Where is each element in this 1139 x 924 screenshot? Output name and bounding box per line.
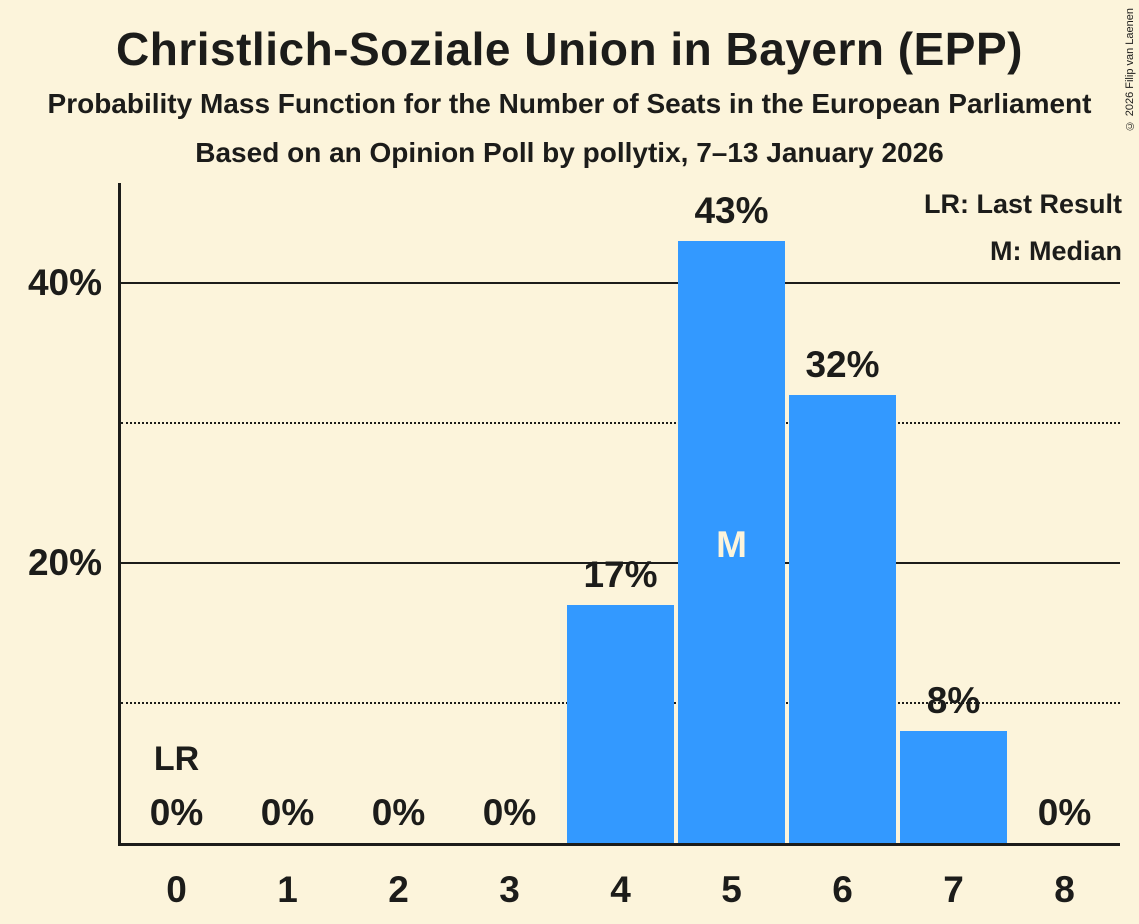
bar-seats-4 — [567, 605, 674, 843]
bar-value-label-8: 0% — [1037, 792, 1092, 833]
bar-seats-6 — [789, 395, 896, 843]
bar-value-label-6: 32% — [805, 344, 880, 385]
median-marker: M — [716, 524, 747, 565]
x-tick-label-0: 0 — [166, 869, 187, 910]
chart-poll-note: Based on an Opinion Poll by pollytix, 7–… — [195, 137, 944, 168]
bar-value-label-1: 0% — [260, 792, 315, 833]
x-tick-label-6: 6 — [832, 869, 853, 910]
y-tick-label-20pct: 20% — [27, 542, 102, 583]
bar-value-label-0: 0% — [149, 792, 204, 833]
bar-value-label-2: 0% — [371, 792, 426, 833]
x-tick-label-7: 7 — [943, 869, 964, 910]
y-tick-label-40pct: 40% — [27, 262, 102, 303]
bar-seats-7 — [900, 731, 1007, 843]
bar-value-label-4: 17% — [583, 554, 658, 595]
x-tick-label-4: 4 — [610, 869, 631, 910]
bar-value-label-3: 0% — [482, 792, 537, 833]
legend-median: M: Median — [990, 236, 1122, 266]
x-tick-label-2: 2 — [388, 869, 409, 910]
bar-seats-5 — [678, 241, 785, 843]
last-result-marker: LR — [153, 740, 200, 778]
bar-value-label-7: 8% — [926, 680, 981, 721]
chart-subtitle: Probability Mass Function for the Number… — [47, 88, 1092, 119]
plot-area: 0% 0% 0% 0% 17% 43% 32% 8% 0% LR M — [118, 183, 1120, 846]
gridline-40pct — [121, 282, 1120, 284]
gridline-20pct — [121, 562, 1120, 564]
chart-title: Christlich-Soziale Union in Bayern (EPP) — [116, 23, 1023, 75]
gridline-30pct — [121, 422, 1120, 424]
x-tick-label-8: 8 — [1054, 869, 1075, 910]
x-tick-label-1: 1 — [277, 869, 298, 910]
chart-legend: LR: Last Result M: Median — [924, 181, 1122, 275]
copyright-notice: © 2026 Filip van Laenen — [1124, 8, 1136, 132]
x-tick-label-3: 3 — [499, 869, 520, 910]
bar-value-label-5: 43% — [694, 190, 769, 231]
x-tick-label-5: 5 — [721, 869, 742, 910]
legend-last-result: LR: Last Result — [923, 189, 1122, 219]
